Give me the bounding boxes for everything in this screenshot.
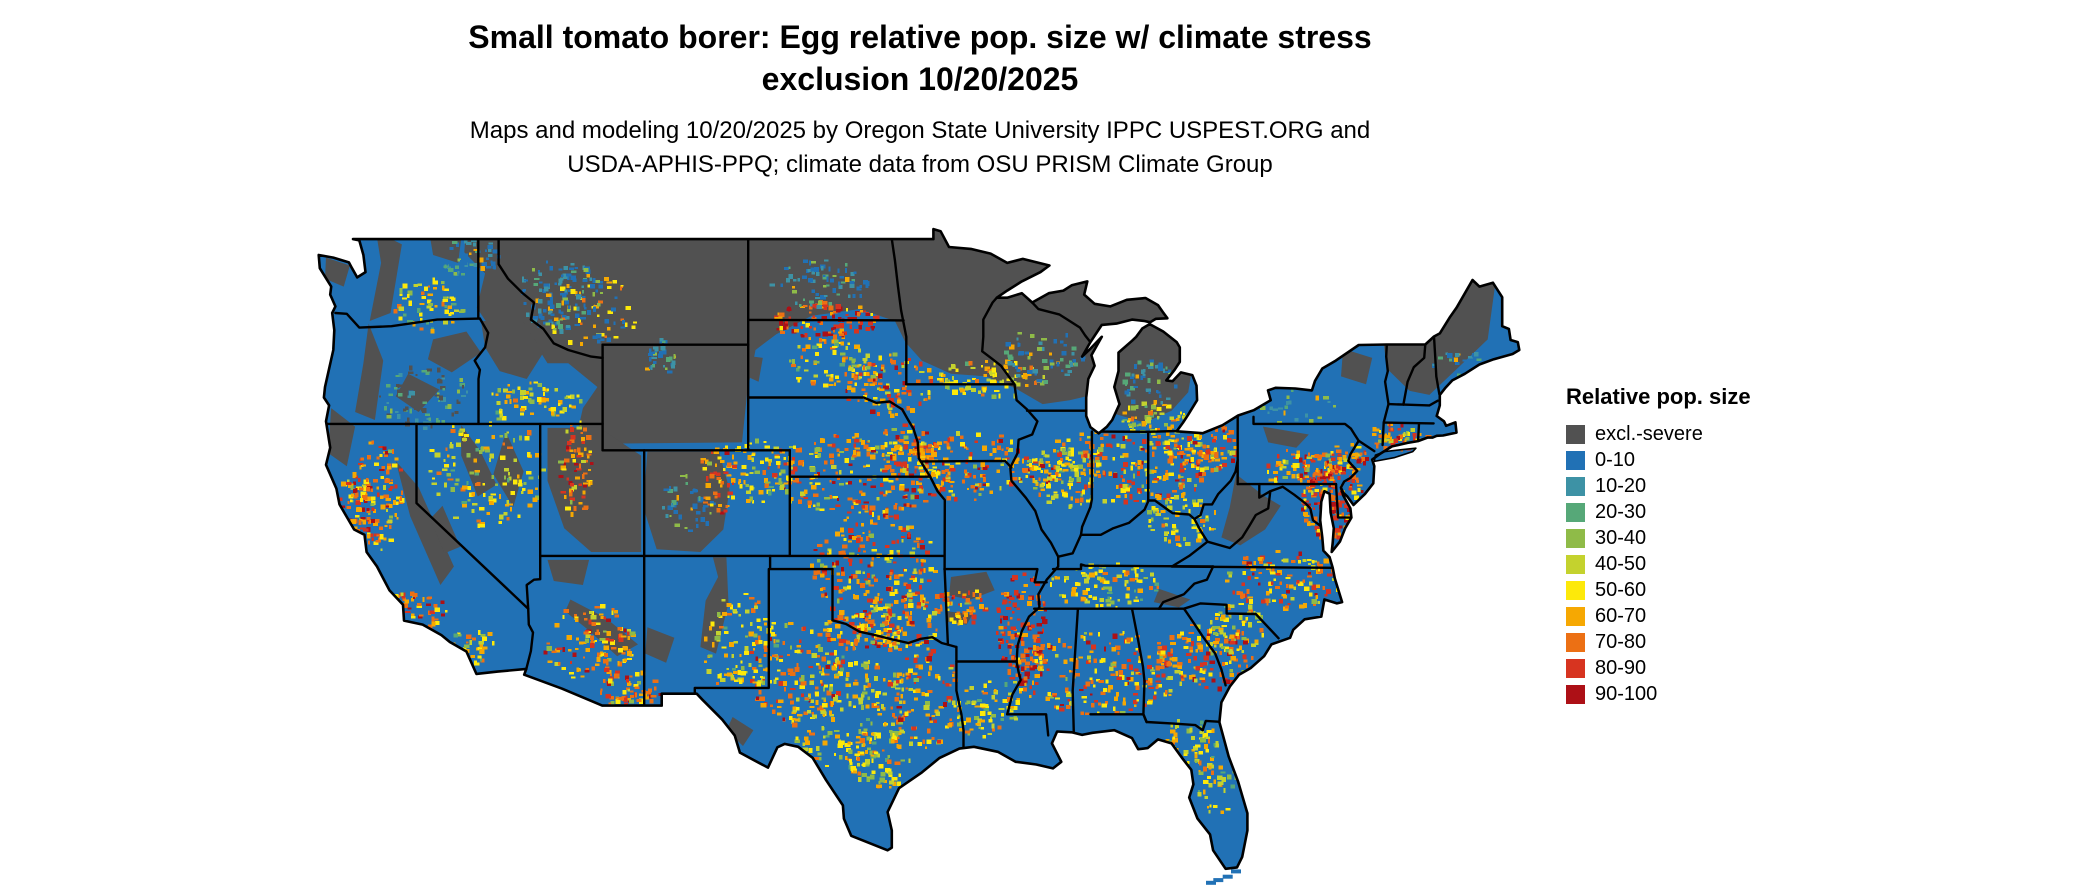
excluded-region xyxy=(325,229,1496,746)
legend-swatch xyxy=(1566,632,1585,652)
legend-title: Relative pop. size xyxy=(1566,384,1751,409)
legend-item: excl.-severe xyxy=(1566,421,1751,447)
legend-item: 70-80 xyxy=(1566,629,1751,655)
legend-swatch xyxy=(1566,554,1585,574)
florida-keys xyxy=(1206,869,1241,885)
legend-item: 90-100 xyxy=(1566,681,1751,707)
map-subtitle-line2: USDA-APHIS-PPQ; climate data from OSU PR… xyxy=(567,151,1273,178)
map-header: Small tomato borer: Egg relative pop. si… xyxy=(0,16,1840,182)
map-fill-layers xyxy=(318,229,1520,869)
legend-rows: excl.-severe 0-10 10-20 20-30 30-40 40-50 50-6… xyxy=(1566,421,1751,707)
legend-label: 0-10 xyxy=(1595,449,1636,471)
state-borders xyxy=(324,237,1441,749)
map-title-line1: Small tomato borer: Egg relative pop. si… xyxy=(468,19,1372,55)
us-map-svg xyxy=(317,227,1521,885)
legend-label: 70-80 xyxy=(1595,631,1647,653)
map-subtitle: Maps and modeling 10/20/2025 by Oregon S… xyxy=(0,114,1840,182)
legend-swatch xyxy=(1566,684,1585,704)
map-subtitle-line1: Maps and modeling 10/20/2025 by Oregon S… xyxy=(469,117,1371,144)
legend-label: 20-30 xyxy=(1595,501,1647,523)
legend-label: excl.-severe xyxy=(1595,423,1703,445)
legend-label: 10-20 xyxy=(1595,475,1647,497)
long-island-fill xyxy=(1374,448,1416,462)
legend-swatch xyxy=(1566,528,1585,548)
legend-label: 90-100 xyxy=(1595,683,1658,705)
legend-label: 40-50 xyxy=(1595,553,1647,575)
legend-swatch xyxy=(1566,606,1585,626)
legend-swatch xyxy=(1566,476,1585,496)
legend-swatch xyxy=(1566,502,1585,522)
legend-swatch xyxy=(1566,580,1585,600)
legend: Relative pop. size excl.-severe 0-10 10-20… xyxy=(1566,384,1751,707)
long-island-outline xyxy=(1373,447,1417,463)
legend-item: 10-20 xyxy=(1566,473,1751,499)
legend-swatch xyxy=(1566,424,1585,444)
legend-item: 60-70 xyxy=(1566,603,1751,629)
legend-label: 80-90 xyxy=(1595,657,1647,679)
legend-item: 30-40 xyxy=(1566,525,1751,551)
us-outline xyxy=(317,227,1521,871)
legend-item: 50-60 xyxy=(1566,577,1751,603)
legend-label: 30-40 xyxy=(1595,527,1647,549)
legend-item: 20-30 xyxy=(1566,499,1751,525)
risk-speckles xyxy=(338,234,1496,814)
legend-label: 60-70 xyxy=(1595,605,1647,627)
legend-item: 40-50 xyxy=(1566,551,1751,577)
legend-item: 0-10 xyxy=(1566,447,1751,473)
legend-label: 50-60 xyxy=(1595,579,1647,601)
legend-item: 80-90 xyxy=(1566,655,1751,681)
legend-swatch xyxy=(1566,450,1585,470)
us-risk-map xyxy=(300,218,1540,888)
map-title-line2: exclusion 10/20/2025 xyxy=(761,61,1079,97)
legend-swatch xyxy=(1566,658,1585,678)
